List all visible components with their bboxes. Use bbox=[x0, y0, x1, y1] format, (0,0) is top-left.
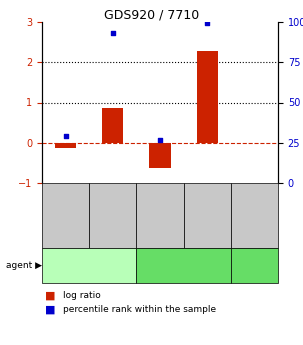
Text: agent ▶: agent ▶ bbox=[6, 261, 42, 270]
Text: aza-dC,
TSA: aza-dC, TSA bbox=[238, 256, 271, 275]
Text: GSM27526: GSM27526 bbox=[250, 193, 259, 238]
Text: GSM27529: GSM27529 bbox=[203, 193, 212, 238]
Text: GDS920 / 7710: GDS920 / 7710 bbox=[104, 8, 199, 21]
Text: ■: ■ bbox=[45, 291, 55, 301]
Text: GSM27525: GSM27525 bbox=[155, 193, 165, 238]
Bar bbox=[55, 143, 76, 148]
Text: TSA: TSA bbox=[175, 261, 192, 270]
Text: percentile rank within the sample: percentile rank within the sample bbox=[63, 305, 216, 314]
Point bbox=[205, 20, 210, 26]
Bar bbox=[197, 51, 218, 143]
Text: GSM27528: GSM27528 bbox=[108, 193, 117, 238]
Text: ■: ■ bbox=[45, 305, 55, 315]
Point bbox=[110, 30, 115, 36]
Point bbox=[63, 133, 68, 138]
Text: log ratio: log ratio bbox=[63, 291, 101, 300]
Point bbox=[158, 137, 162, 142]
Bar bbox=[149, 143, 171, 168]
Bar bbox=[102, 108, 123, 143]
Text: GSM27524: GSM27524 bbox=[61, 193, 70, 238]
Text: aza-dC: aza-dC bbox=[74, 261, 105, 270]
